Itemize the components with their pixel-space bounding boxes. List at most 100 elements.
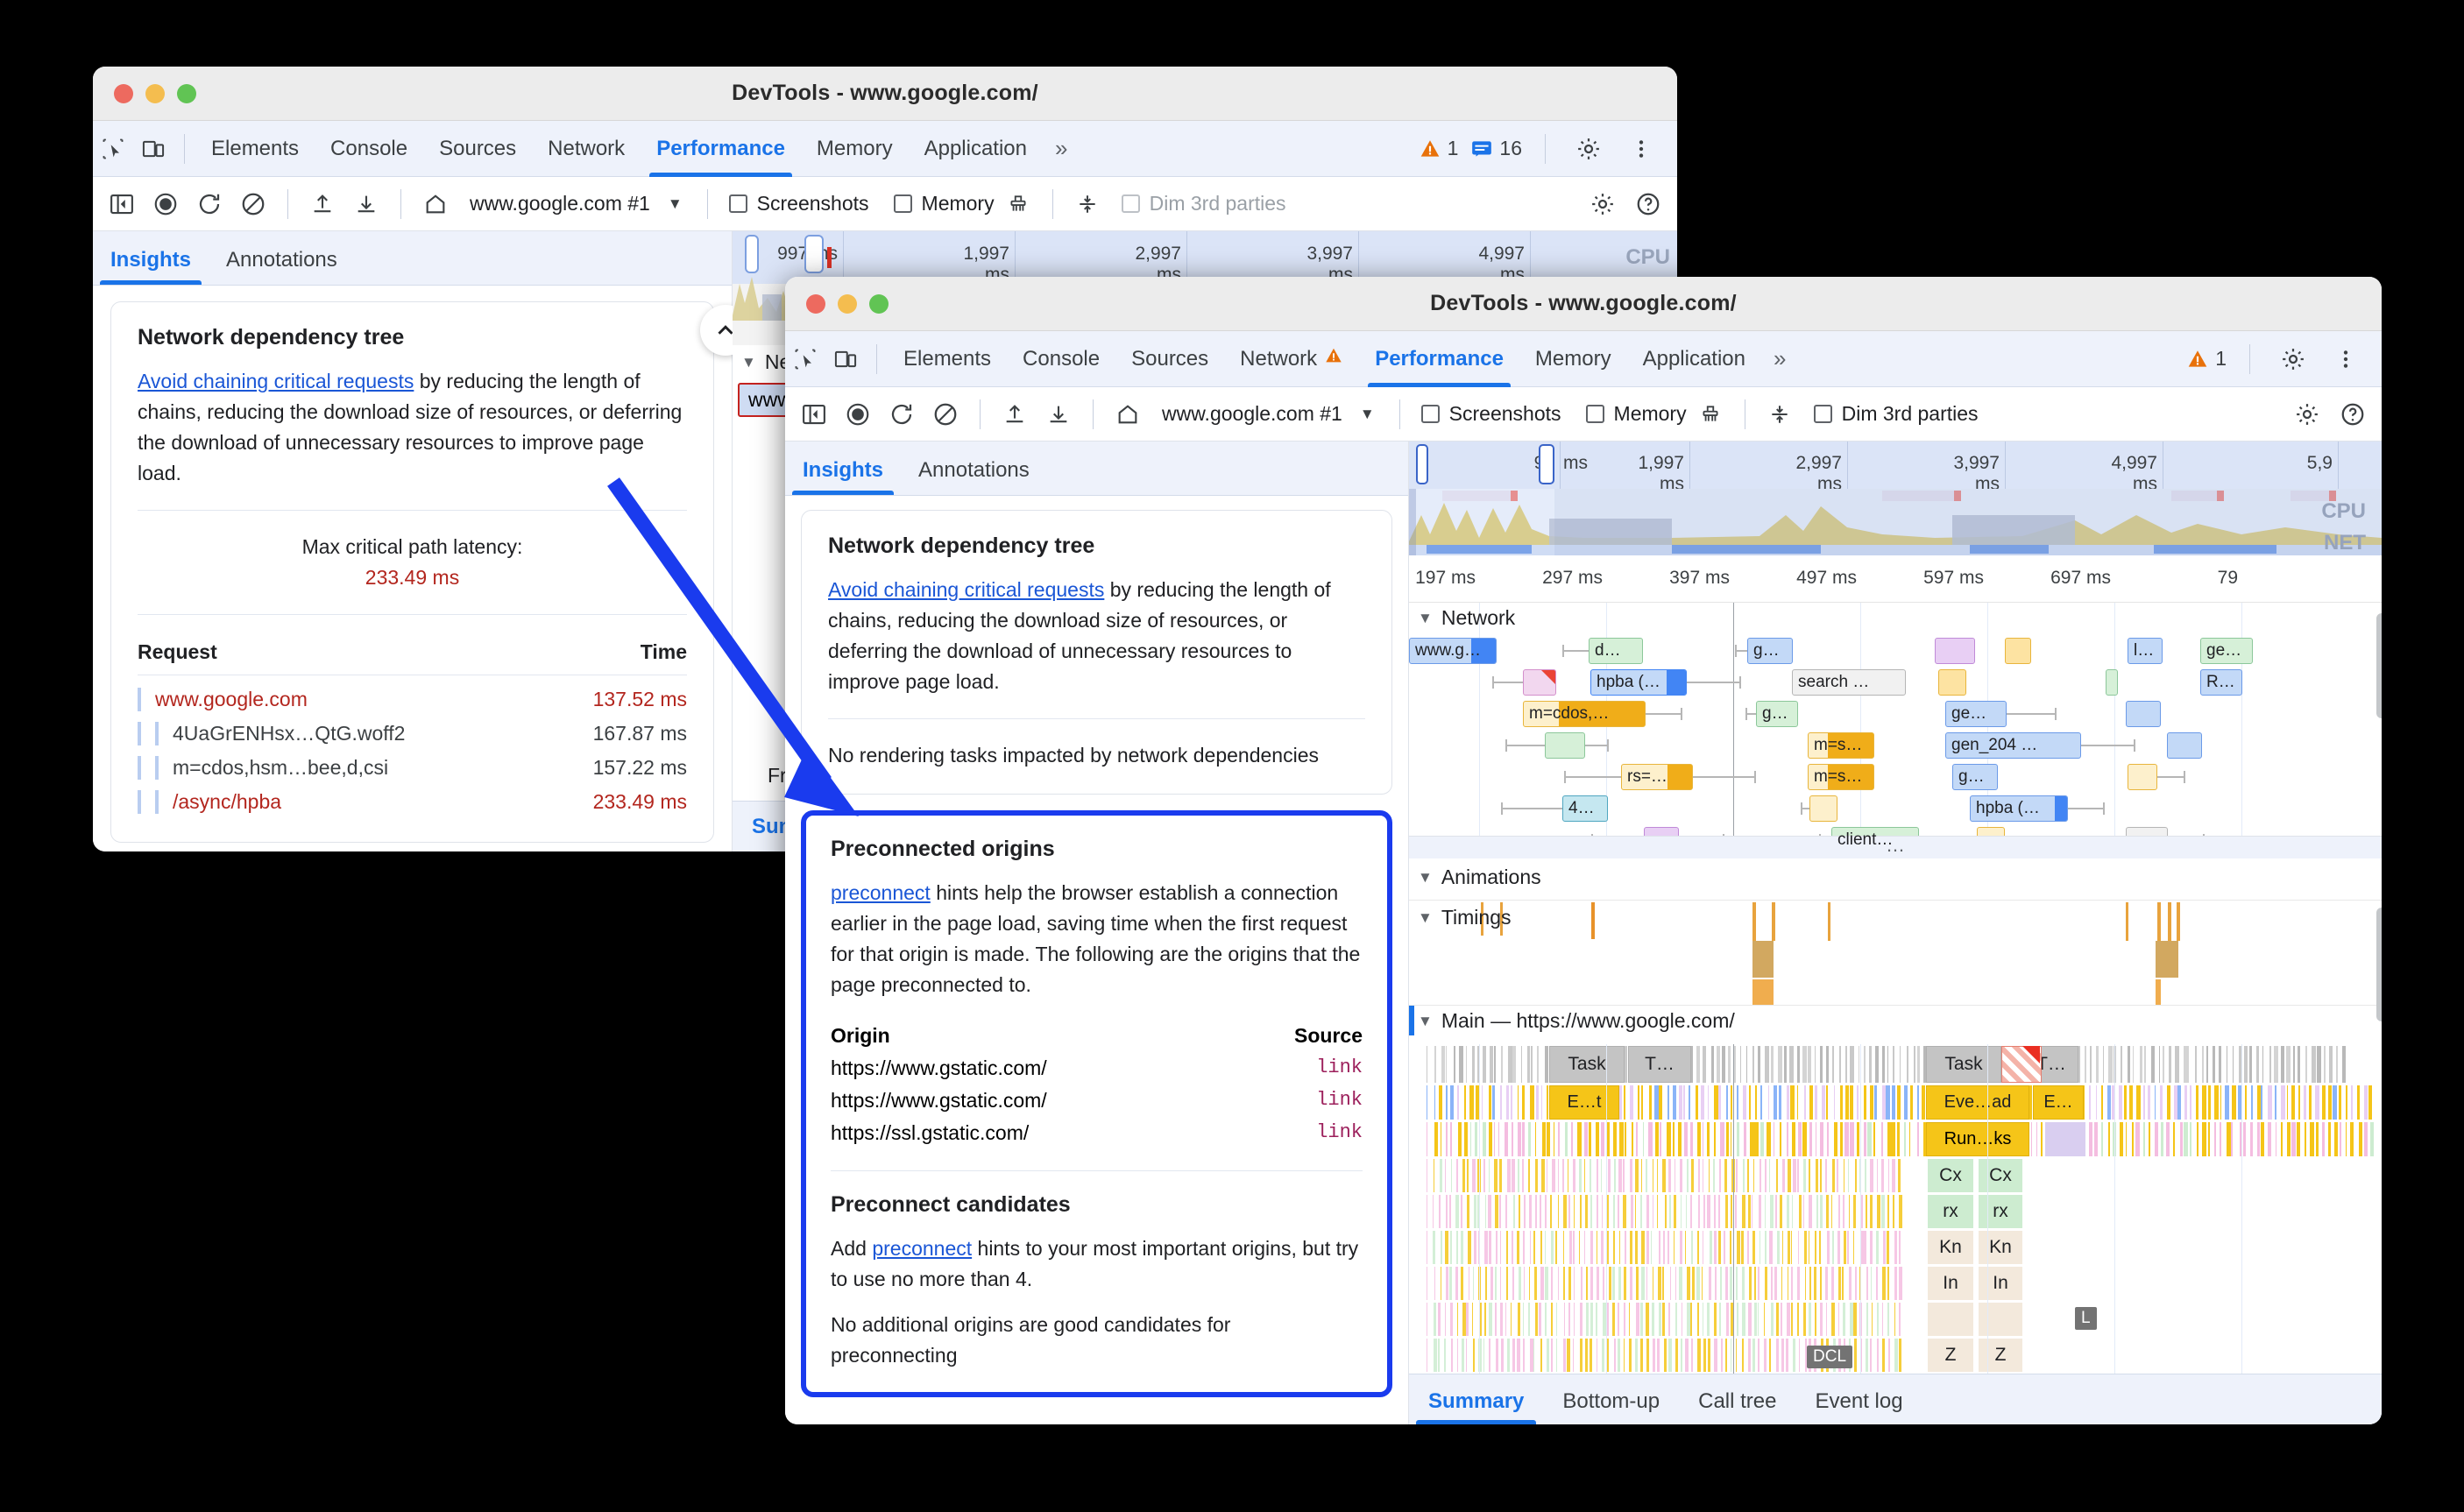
tab-network[interactable]: Network: [532, 121, 641, 177]
overview-left-handle[interactable]: [1416, 444, 1428, 484]
dim-3rd-parties-checkbox[interactable]: Dim 3rd parties: [1813, 402, 1979, 426]
tab-insights[interactable]: Insights: [93, 248, 209, 285]
garbage-collect-icon[interactable]: [1690, 394, 1731, 435]
network-request-bar[interactable]: [2167, 732, 2202, 759]
tab-console[interactable]: Console: [1007, 331, 1115, 387]
scrollbar-thumb[interactable]: [2376, 908, 2382, 1021]
network-row[interactable]: hpba (… search … R…: [1409, 669, 2382, 701]
window2-titlebar[interactable]: DevTools - www.google.com/: [785, 277, 2382, 331]
network-request-bar[interactable]: client…: [1831, 827, 1919, 853]
tab-performance[interactable]: Performance: [641, 121, 801, 177]
reload-record-icon[interactable]: [882, 394, 922, 435]
flame-frame[interactable]: In: [1979, 1267, 2022, 1300]
flame-row[interactable]: Run…ks: [1409, 1121, 2382, 1158]
flame-frame[interactable]: Z: [1979, 1339, 2022, 1372]
more-options-icon[interactable]: [1621, 129, 1661, 169]
network-request-bar[interactable]: hpba (…: [1970, 795, 2068, 822]
clear-icon[interactable]: [925, 394, 966, 435]
tab-performance[interactable]: Performance: [1359, 331, 1519, 387]
window1-toolbar-right[interactable]: [1582, 184, 1668, 224]
network-request-bar[interactable]: ge…: [1945, 701, 2007, 727]
flame-frame[interactable]: [1979, 1303, 2022, 1336]
collapse-tracks-icon[interactable]: [1759, 394, 1800, 435]
tab-insights[interactable]: Insights: [785, 458, 901, 495]
tab-call-tree[interactable]: Call tree: [1698, 1389, 1777, 1413]
scrollbar-thumb[interactable]: [2376, 613, 2382, 718]
network-request-bar[interactable]: m=s…: [1808, 732, 1874, 759]
tab-application[interactable]: Application: [1627, 331, 1761, 387]
record-icon[interactable]: [145, 184, 186, 224]
preconnect-link-2[interactable]: preconnect: [872, 1236, 973, 1260]
trace-select[interactable]: www.google.com #1 ▼: [459, 192, 693, 215]
window1-ruler[interactable]: 997 ms 1,997 ms 2,997 ms 3,997 ms 4,997 ms C…: [733, 231, 1677, 284]
window2-animations-track[interactable]: ▼ Animations: [1409, 858, 2382, 901]
more-options-icon[interactable]: [2326, 339, 2366, 379]
inspect-element-icon[interactable]: [93, 129, 133, 169]
network-request-bar[interactable]: m=cdos,…: [1523, 701, 1646, 727]
network-row[interactable]: m=cdos,… g… ge…: [1409, 701, 2382, 732]
gear-icon[interactable]: [2273, 339, 2313, 379]
network-request-bar[interactable]: [2126, 701, 2161, 727]
window1-tab-list[interactable]: Elements Console Sources Network Performance…: [195, 121, 1043, 177]
flame-task[interactable]: T…: [1628, 1046, 1691, 1083]
flame-event[interactable]: Run…ks: [1926, 1122, 2029, 1156]
table-row[interactable]: https://ssl.gstatic.com/link: [831, 1117, 1363, 1149]
checkbox-box[interactable]: [1420, 405, 1440, 423]
avoid-chaining-link[interactable]: Avoid chaining critical requests: [828, 578, 1105, 601]
window2-toolbar-right[interactable]: [2287, 394, 2373, 435]
tab-sources[interactable]: Sources: [1115, 331, 1224, 387]
network-row[interactable]: 4… hpba (…: [1409, 795, 2382, 827]
network-request-bar[interactable]: hpba (…: [1590, 669, 1687, 696]
tab-bottom-up[interactable]: Bottom-up: [1562, 1389, 1660, 1413]
inspect-element-icon[interactable]: [785, 339, 825, 379]
gear-icon[interactable]: [1568, 129, 1609, 169]
tab-network[interactable]: Network: [1224, 331, 1359, 387]
upload-icon[interactable]: [302, 184, 343, 224]
record-icon[interactable]: [838, 394, 878, 435]
network-request-bar[interactable]: [1809, 795, 1837, 822]
device-toolbar-icon[interactable]: [133, 129, 173, 169]
overview-right-handle[interactable]: [1539, 444, 1554, 484]
network-request-bar[interactable]: d…: [1589, 638, 1643, 664]
minimize-button[interactable]: [838, 293, 857, 314]
network-request-bar[interactable]: [1935, 638, 1975, 664]
gear-icon[interactable]: [1582, 184, 1623, 224]
window1-subtabs[interactable]: Insights Annotations: [93, 231, 732, 286]
network-request-bar[interactable]: [1938, 669, 1966, 696]
window1-titlebar[interactable]: DevTools - www.google.com/: [93, 67, 1677, 121]
dcl-marker[interactable]: DCL: [1807, 1346, 1853, 1368]
window2-overview-graph[interactable]: CPU NET: [1409, 489, 2382, 555]
network-request-bar[interactable]: ge…: [2200, 638, 2253, 664]
network-expand-ellipsis[interactable]: …: [1409, 836, 2382, 858]
device-toolbar-icon[interactable]: [825, 339, 866, 379]
flame-row[interactable]: Cx Cx: [1409, 1158, 2382, 1194]
dim-3rd-parties-checkbox[interactable]: Dim 3rd parties: [1121, 192, 1286, 215]
table-row[interactable]: https://www.gstatic.com/link: [831, 1052, 1363, 1085]
network-row[interactable]: www.g… d… g… l… ge…: [1409, 638, 2382, 669]
flame-event[interactable]: E…: [2033, 1085, 2084, 1120]
flame-frame[interactable]: Z: [1928, 1339, 1973, 1372]
network-request-bar[interactable]: g…: [1756, 701, 1798, 727]
flame-frame[interactable]: Cx: [1979, 1159, 2022, 1192]
flame-row[interactable]: In In: [1409, 1266, 2382, 1302]
network-request-bar[interactable]: search …: [1792, 669, 1906, 696]
window2-subtabs[interactable]: Insights Annotations: [785, 442, 1408, 496]
checkbox-box[interactable]: [1585, 405, 1604, 423]
message-badge[interactable]: 16: [1470, 137, 1522, 160]
window2-tab-list[interactable]: Elements Console Sources Network Performance…: [888, 331, 1761, 387]
window2-performance-toolbar[interactable]: www.google.com #1 ▼ Screenshots Memory: [785, 387, 2382, 442]
flame-row[interactable]: E…t Eve…ad E…: [1409, 1085, 2382, 1121]
network-request-bar[interactable]: [2128, 764, 2157, 790]
chevron-down-icon[interactable]: ▼: [1359, 405, 1375, 422]
checkbox-box[interactable]: [1121, 194, 1140, 213]
network-request-bar[interactable]: [1545, 732, 1585, 759]
network-request-bar[interactable]: R…: [2200, 669, 2242, 696]
window2-timings-track[interactable]: ▼ Timings: [1409, 901, 2382, 1006]
network-request-bar[interactable]: [1523, 669, 1556, 696]
request-table-body[interactable]: www.google.com 137.52 ms 4UaGrENHsx…QtG.wo…: [138, 682, 687, 819]
close-button[interactable]: [806, 293, 825, 314]
network-request-bar[interactable]: l…: [2128, 638, 2163, 664]
close-button[interactable]: [114, 83, 133, 103]
download-icon[interactable]: [1038, 394, 1079, 435]
